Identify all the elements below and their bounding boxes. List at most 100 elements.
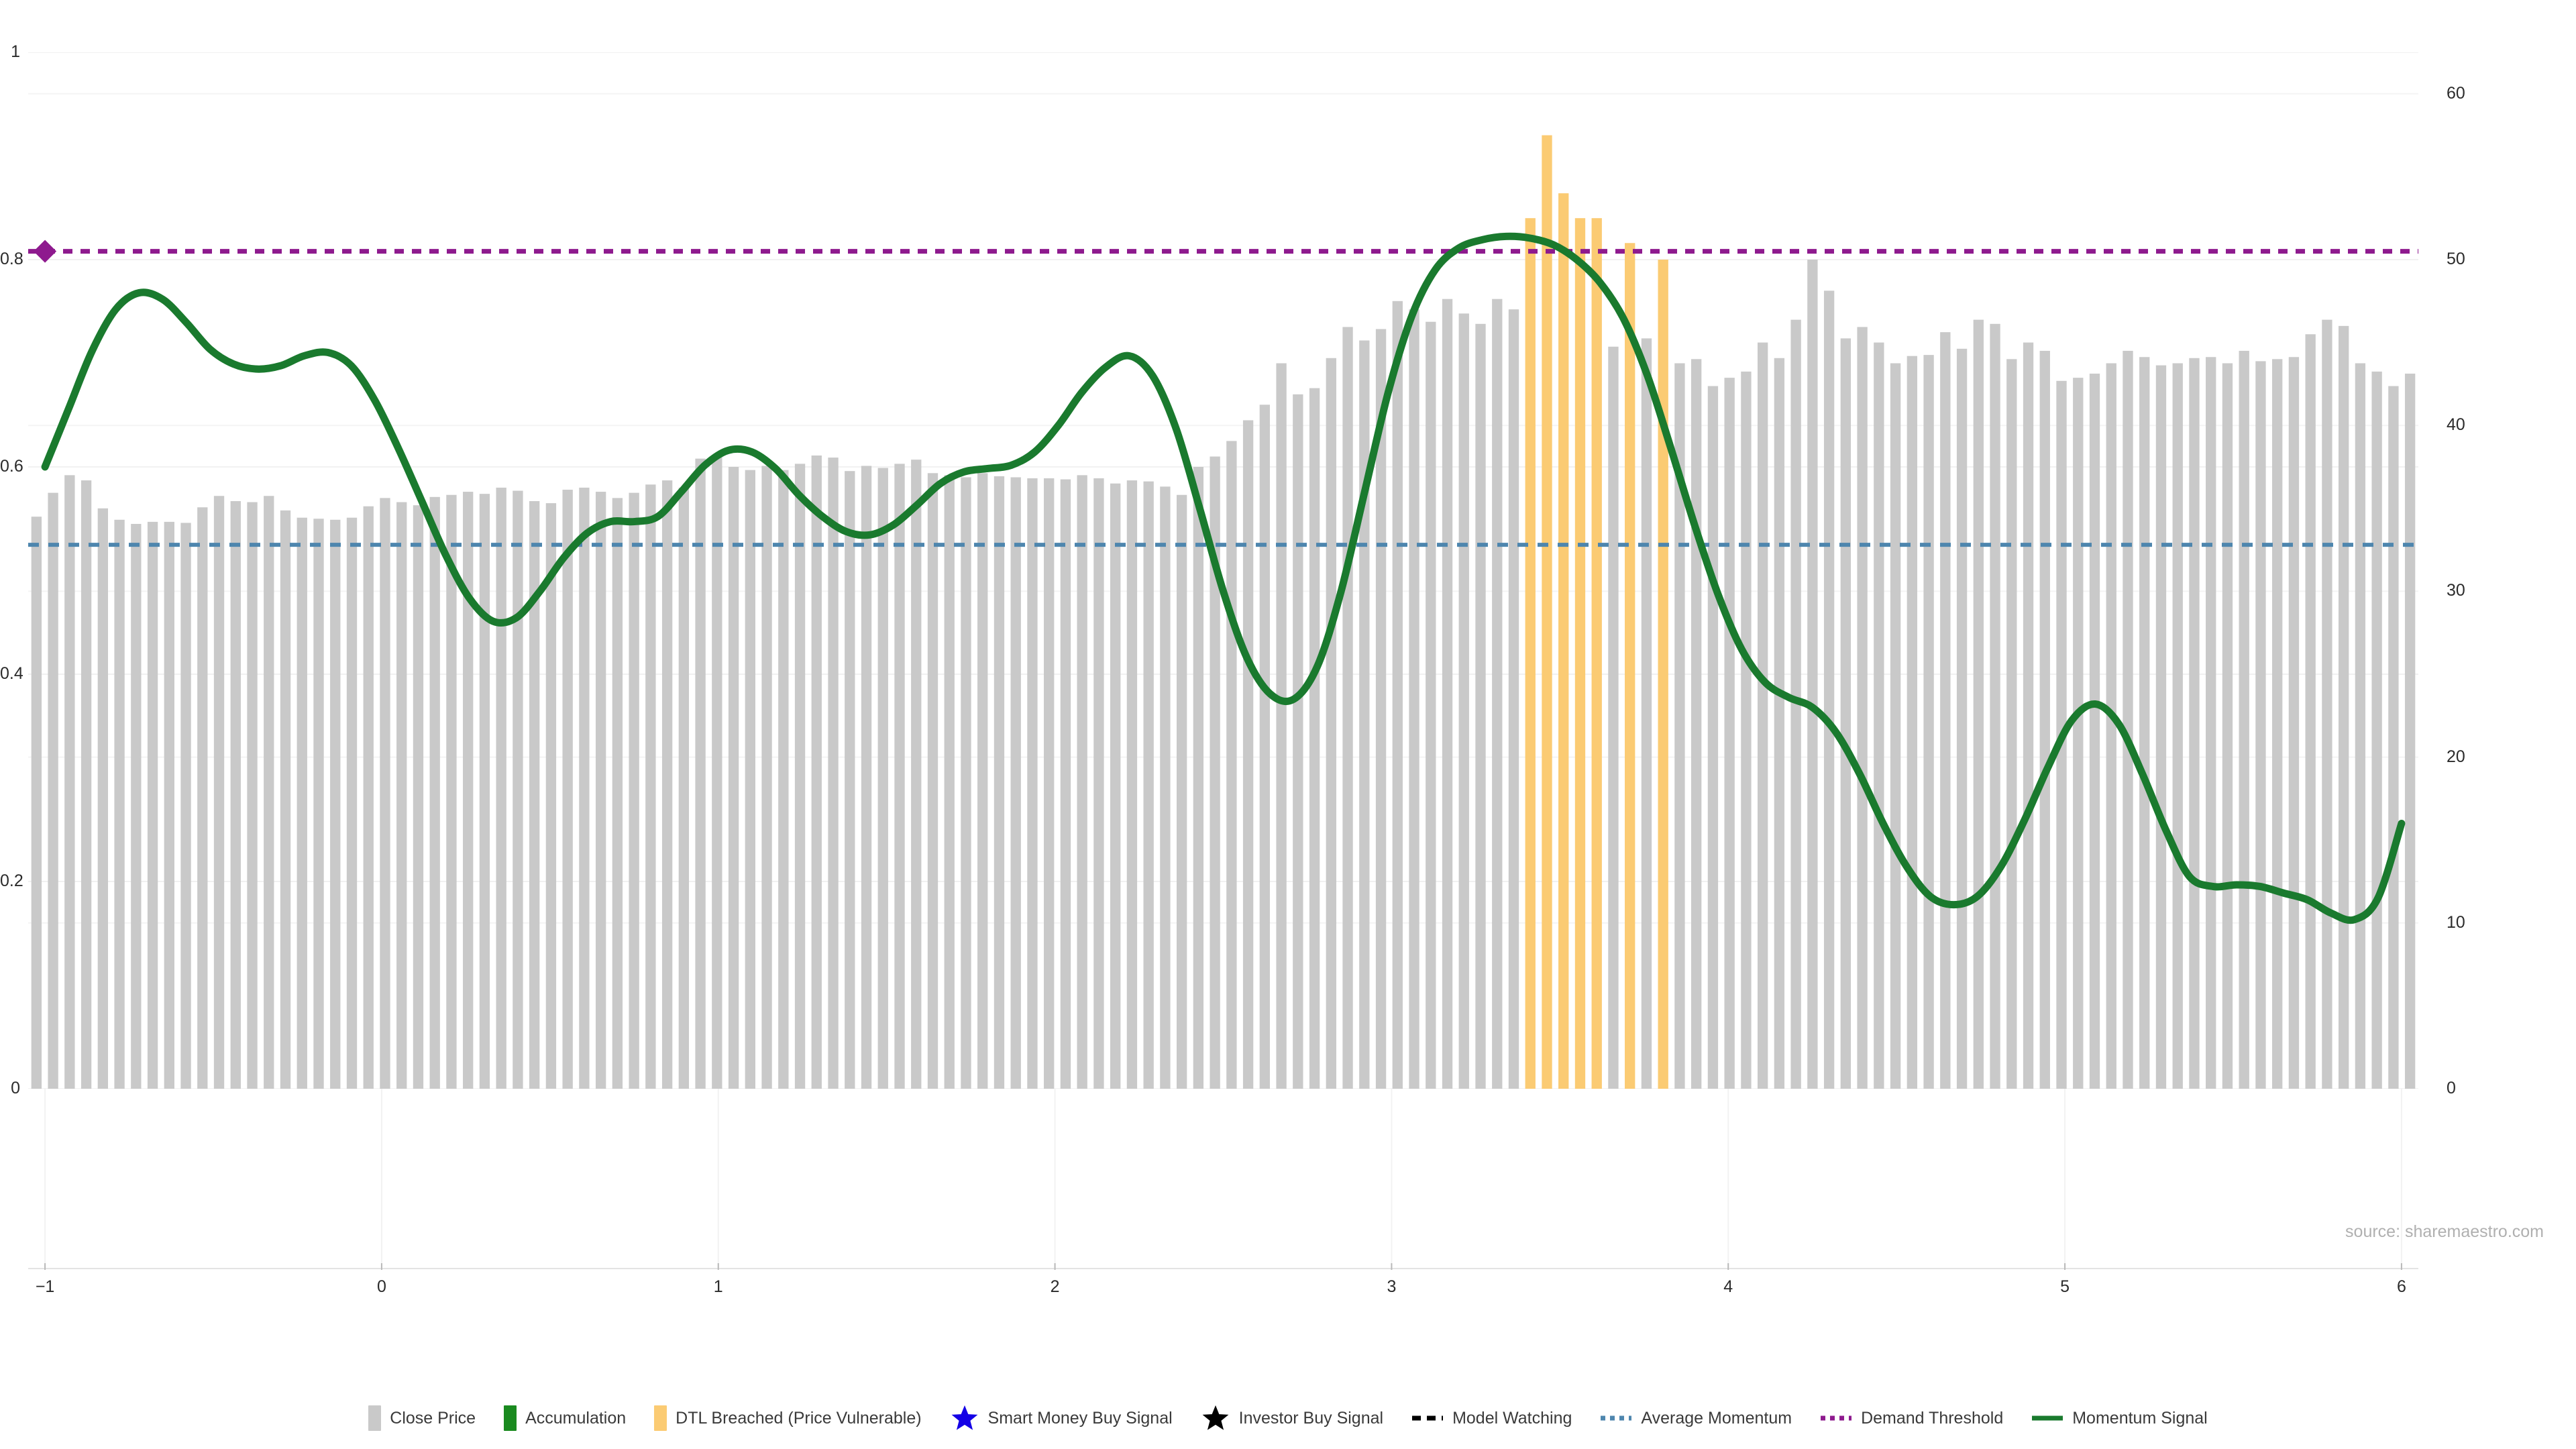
y-axis-right-tick: 20 xyxy=(2447,747,2465,766)
x-axis-tick: 4 xyxy=(1723,1277,1733,1296)
y-axis-left-tick: 0 xyxy=(11,1079,20,1097)
legend-item[interactable]: DTL Breached (Price Vulnerable) xyxy=(654,1405,922,1431)
y-axis-left-tick: 0.2 xyxy=(0,871,23,890)
x-axis-tick: 1 xyxy=(713,1277,723,1296)
close-price-bar xyxy=(2039,350,2050,1089)
close-price-bar xyxy=(297,517,307,1089)
legend-item-label: DTL Breached (Price Vulnerable) xyxy=(676,1408,922,1428)
close-price-bar xyxy=(1126,480,1138,1089)
legend-item-label: Demand Threshold xyxy=(1861,1408,2004,1428)
close-price-bar xyxy=(1724,378,1735,1089)
close-price-bar xyxy=(363,506,374,1089)
close-price-bar xyxy=(1176,494,1187,1089)
close-price-bar xyxy=(164,521,174,1089)
close-price-bar xyxy=(180,523,191,1089)
close-price-bar xyxy=(1641,338,1652,1089)
y-axis-right-tick: 40 xyxy=(2447,415,2465,435)
close-price-bar xyxy=(1093,478,1104,1089)
close-price-bar xyxy=(1010,477,1021,1089)
close-price-bar xyxy=(1475,323,1486,1089)
close-price-bar xyxy=(794,464,806,1089)
close-price-bar xyxy=(2272,359,2283,1089)
close-price-bar xyxy=(1359,340,1370,1089)
x-axis-tick: 6 xyxy=(2396,1277,2406,1296)
close-price-bar xyxy=(147,521,158,1089)
close-price-bar xyxy=(1442,299,1453,1089)
close-price-bar xyxy=(513,490,523,1089)
legend-item[interactable]: Investor Buy Signal xyxy=(1201,1403,1383,1433)
close-price-bar xyxy=(48,492,58,1089)
close-price-bar xyxy=(612,498,623,1089)
legend-item[interactable]: Demand Threshold xyxy=(1820,1408,2004,1428)
dashed-line-icon-black xyxy=(1412,1415,1444,1421)
close-price-bar xyxy=(463,492,474,1089)
source-attribution: source: sharemaestro.com xyxy=(2345,1222,2544,1241)
close-price-bar xyxy=(230,500,241,1089)
close-price-bar xyxy=(2206,357,2216,1089)
close-price-bar xyxy=(1790,319,1801,1089)
close-price-bar xyxy=(2371,371,2382,1089)
close-price-bar xyxy=(1426,321,1436,1089)
close-price-bar xyxy=(745,470,755,1089)
close-price-bar xyxy=(1774,358,1785,1089)
close-price-bar xyxy=(1276,363,1287,1089)
close-price-bar xyxy=(911,460,922,1089)
chart-legend: Close Price Accumulation DTL Breached (Pri… xyxy=(0,1403,2576,1433)
legend-item[interactable]: Close Price xyxy=(368,1405,476,1431)
legend-item[interactable]: Model Watching xyxy=(1411,1409,1572,1427)
close-price-bar xyxy=(1940,332,1951,1089)
y-axis-right-tick: 30 xyxy=(2447,581,2465,600)
close-price-bar xyxy=(1409,309,1419,1089)
legend-item[interactable]: Average Momentum xyxy=(1600,1409,1792,1427)
close-price-bar xyxy=(1492,299,1503,1089)
x-axis-tick: 3 xyxy=(1387,1277,1397,1296)
close-price-bar xyxy=(1143,481,1154,1089)
dtl-breached-bar xyxy=(1591,218,1602,1089)
star-icon-black xyxy=(1202,1405,1229,1430)
close-price-bar xyxy=(811,455,822,1089)
close-price-bar xyxy=(1027,478,1038,1089)
close-price-bar xyxy=(2404,373,2416,1089)
y-axis-left-tick: 0.6 xyxy=(0,457,23,476)
close-price-bar xyxy=(330,519,341,1089)
close-price-bar xyxy=(828,458,839,1089)
x-axis-tick: 0 xyxy=(376,1277,386,1296)
close-price-bar xyxy=(2106,363,2116,1089)
close-price-bar xyxy=(1691,359,1702,1089)
close-price-bar xyxy=(1326,358,1336,1089)
dtl-breached-bar xyxy=(1525,218,1536,1089)
close-price-bar xyxy=(1956,348,1968,1089)
bar-swatch-orange xyxy=(654,1405,667,1431)
close-price-bar xyxy=(1242,420,1254,1089)
close-price-bar xyxy=(1508,309,1519,1089)
close-price-bar xyxy=(396,502,407,1089)
close-price-bar xyxy=(2239,350,2249,1089)
close-price-bar xyxy=(1741,371,1752,1089)
legend-item[interactable]: Momentum Signal xyxy=(2031,1408,2208,1428)
close-price-bar xyxy=(845,471,855,1089)
y-axis-right-tick: 50 xyxy=(2447,250,2465,268)
close-price-bar xyxy=(380,498,390,1089)
dtl-breached-bar xyxy=(1658,260,1668,1089)
close-price-bar xyxy=(1226,441,1237,1089)
close-price-bar xyxy=(629,492,639,1089)
close-price-bar xyxy=(1807,260,1818,1089)
close-price-bar xyxy=(2189,358,2200,1089)
close-price-bar xyxy=(197,507,208,1089)
close-price-bar xyxy=(1392,301,1403,1089)
close-price-bar xyxy=(695,458,706,1089)
close-price-bar xyxy=(31,517,42,1089)
close-price-bar xyxy=(1375,329,1387,1089)
close-price-bars xyxy=(31,135,2416,1089)
close-price-bar xyxy=(1077,475,1087,1089)
dtl-breached-bar xyxy=(1558,193,1569,1089)
legend-item[interactable]: Accumulation xyxy=(504,1405,626,1431)
legend-item[interactable]: Smart Money Buy Signal xyxy=(950,1403,1173,1433)
close-price-bar xyxy=(1857,327,1868,1089)
close-price-bar xyxy=(2388,386,2399,1089)
close-price-bar xyxy=(1874,342,1884,1089)
legend-item-label: Momentum Signal xyxy=(2072,1408,2208,1428)
close-price-bar xyxy=(595,492,606,1089)
legend-item-label: Smart Money Buy Signal xyxy=(987,1408,1173,1428)
dotted-line-icon-purple xyxy=(1821,1415,1852,1421)
